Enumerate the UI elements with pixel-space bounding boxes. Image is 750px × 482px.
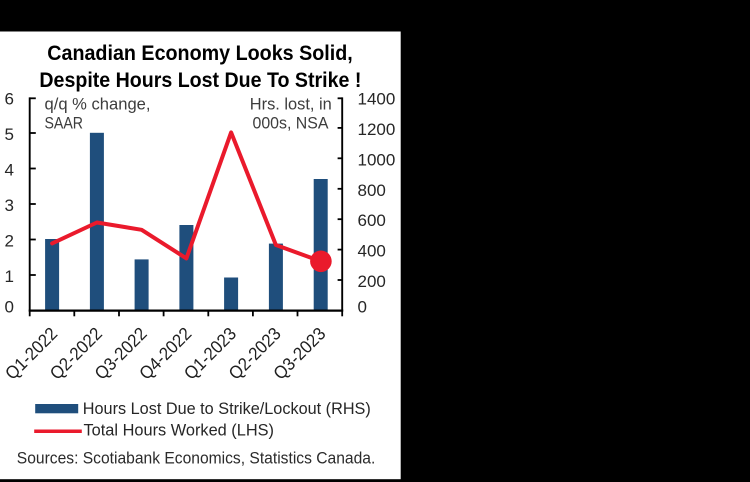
svg-text:Canadian Economy Looks Solid,: Canadian Economy Looks Solid, [47,41,353,65]
svg-text:800: 800 [358,181,386,200]
svg-text:Sources: Scotiabank Economics,: Sources: Scotiabank Economics, Statistic… [17,449,376,467]
svg-text:600: 600 [358,211,386,230]
svg-text:q/q % change,: q/q % change, [45,94,151,113]
svg-text:1400: 1400 [358,90,396,109]
svg-text:0: 0 [358,297,367,316]
svg-text:6: 6 [5,90,14,109]
svg-text:400: 400 [358,242,386,261]
svg-text:1200: 1200 [358,120,396,139]
svg-text:Hours Lost Due to Strike/Locko: Hours Lost Due to Strike/Lockout (RHS) [83,400,371,418]
svg-text:SAAR: SAAR [45,114,84,133]
svg-text:2: 2 [5,232,14,251]
svg-text:Hrs. lost, in: Hrs. lost, in [250,94,332,113]
svg-text:3: 3 [5,196,14,215]
svg-text:5: 5 [5,125,14,144]
svg-text:4: 4 [5,161,14,180]
svg-text:Total Hours Worked (LHS): Total Hours Worked (LHS) [84,422,275,440]
svg-text:0: 0 [5,298,14,317]
svg-text:1: 1 [5,267,14,286]
svg-text:200: 200 [358,272,386,291]
svg-text:Despite Hours Lost Due To Stri: Despite Hours Lost Due To Strike ! [39,68,361,92]
svg-text:1000: 1000 [358,150,396,169]
svg-text:000s, NSA: 000s, NSA [253,114,330,133]
